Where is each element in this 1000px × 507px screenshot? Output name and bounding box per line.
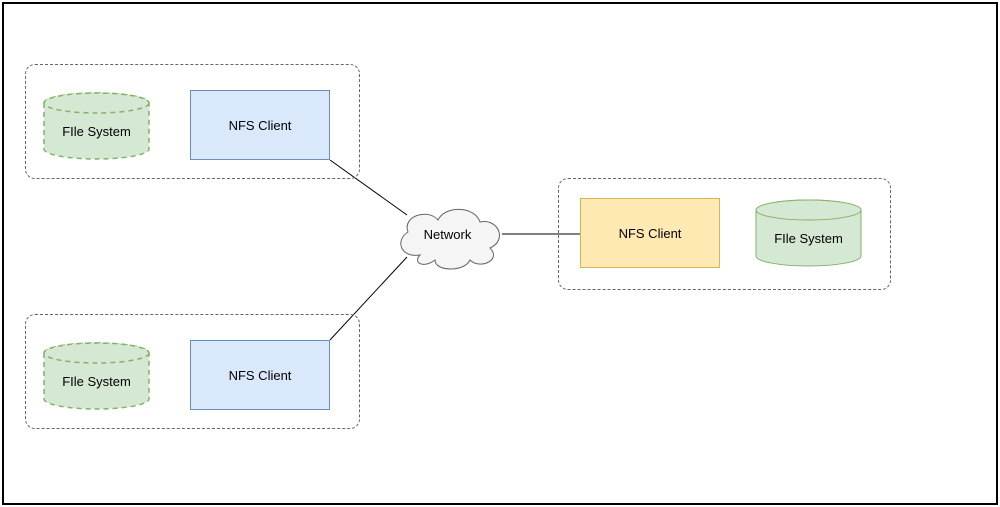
fs-right: FIle System xyxy=(756,200,861,266)
nfs-top-left-label: NFS Client xyxy=(229,118,292,133)
nfs-bottom-left: NFS Client xyxy=(190,340,330,410)
network-label: Network xyxy=(390,227,505,242)
nfs-top-left: NFS Client xyxy=(190,90,330,160)
fs-bottom-left-label: FIle System xyxy=(44,374,149,389)
nfs-right-label: NFS Client xyxy=(619,226,682,241)
fs-top-left: FIle System xyxy=(44,93,149,159)
network-cloud: Network xyxy=(390,200,505,272)
nfs-bottom-left-label: NFS Client xyxy=(229,368,292,383)
fs-right-label: FIle System xyxy=(756,231,861,246)
diagram-canvas: FIle System FIle System FIle System NFS Cli… xyxy=(0,0,1000,507)
fs-top-left-label: FIle System xyxy=(44,124,149,139)
nfs-right: NFS Client xyxy=(580,198,720,268)
fs-bottom-left: FIle System xyxy=(44,343,149,409)
